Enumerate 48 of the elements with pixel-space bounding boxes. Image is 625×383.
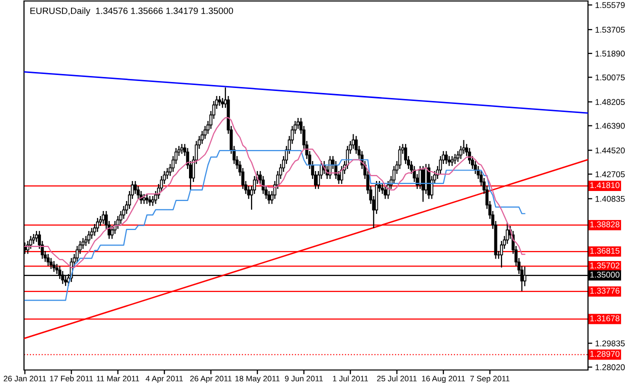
candlestick [145, 193, 148, 204]
candlestick [46, 253, 50, 266]
ref-line-label: 1.33776 [590, 288, 620, 294]
y-tick-label: 1.53705 [596, 26, 625, 33]
candlestick [180, 143, 184, 154]
y-tick-label: 1.50075 [596, 74, 625, 80]
y-tick-label: 1.40835 [596, 196, 625, 202]
candlestick [422, 165, 425, 202]
candlestick [267, 190, 271, 204]
candlestick [418, 165, 422, 190]
candlestick [87, 230, 90, 244]
candlestick [76, 245, 79, 262]
y-tick-label: 1.29835 [596, 340, 625, 346]
ref-line-label: 1.35702 [590, 262, 620, 268]
y-tick-label: 1.46390 [596, 122, 625, 129]
candlestick [110, 225, 114, 240]
y-tick-label: 1.55579 [596, 2, 625, 8]
candlestick [34, 230, 38, 242]
y-tick-label: 1.28020 [596, 364, 625, 370]
candlestick [384, 185, 387, 200]
candlestick [148, 195, 152, 206]
candlestick [404, 143, 408, 165]
candlestick [500, 240, 504, 268]
y-tick-label: 1.48205 [596, 99, 625, 105]
candlestick [218, 95, 222, 106]
candlestick [52, 260, 56, 272]
ref-line-label: 1.38828 [590, 221, 620, 228]
y-tick-label: 1.44520 [596, 147, 625, 154]
candlestick [220, 97, 224, 108]
text: EURUSD,Daily 1.34576 1.35666 1.34179 1.35000 [30, 7, 234, 16]
candlestick [450, 156, 454, 166]
ref-line-label: 1.36815 [590, 248, 620, 254]
candlestick [340, 165, 344, 184]
ref-line-label: 1.28970 [590, 350, 620, 357]
candlestick [453, 153, 457, 165]
candlestick [247, 185, 250, 200]
y-tick-label: 1.51890 [596, 50, 625, 57]
ref-line-label: 1.35000 [590, 272, 620, 278]
candlestick [142, 193, 146, 204]
candlestick [96, 217, 100, 232]
candlestick [151, 195, 154, 206]
ref-line-label: 1.31678 [590, 315, 620, 322]
candlestick [50, 257, 53, 270]
candlestick [444, 150, 448, 165]
y-tick-label: 1.42705 [596, 171, 625, 178]
candlestick [468, 147, 472, 165]
ref-line-label: 1.41810 [590, 182, 620, 188]
candlestick [84, 235, 88, 247]
